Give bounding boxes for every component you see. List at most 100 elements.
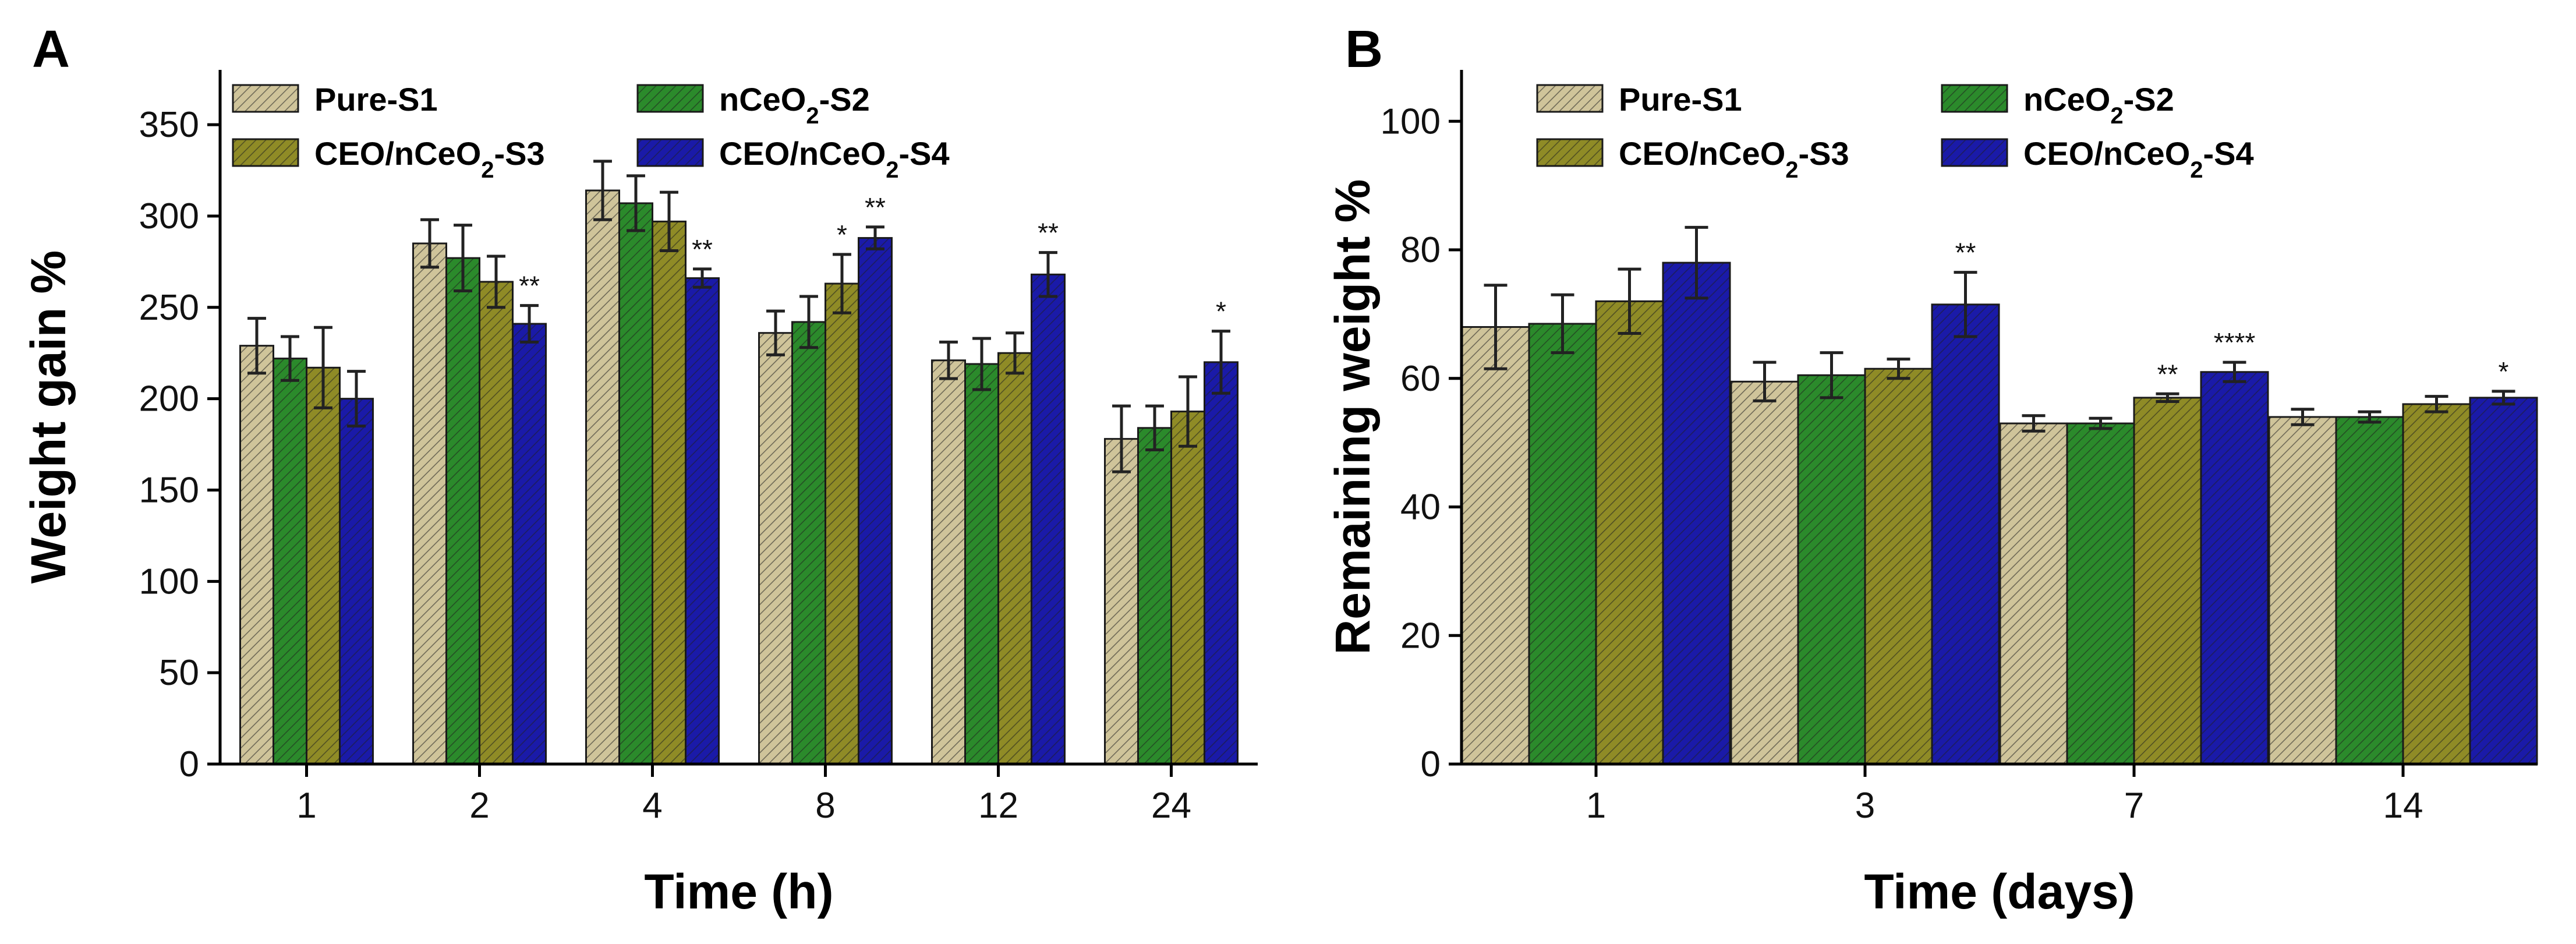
- significance-marker: *: [1216, 296, 1226, 327]
- error-bar: [1685, 225, 1708, 300]
- y-axis-label: Weight gain %: [21, 250, 76, 584]
- legend-swatch: [232, 84, 299, 113]
- error-bar: [766, 309, 785, 356]
- error-bar: [1618, 267, 1641, 335]
- error-bar: [627, 174, 645, 232]
- bar-ceo-nceo2-s4-1: [1662, 261, 1731, 765]
- error-bar: [2089, 416, 2113, 430]
- bar-ceo-nceo2-s4-14: [2469, 397, 2538, 765]
- bar-pure-s1-3: [1730, 380, 1799, 765]
- legend-label-pure-s1: Pure-S1: [314, 81, 438, 118]
- legend-label-nceo2-s2: nCeO2-S2: [2023, 81, 2174, 129]
- bar-nceo2-s2-1: [273, 358, 307, 765]
- error-bar: [866, 225, 884, 250]
- bar-pure-s1-24: [1104, 438, 1139, 765]
- y-tick-label: 250: [139, 288, 199, 328]
- error-bar: [972, 337, 991, 391]
- bar-pure-s1-2: [412, 242, 447, 765]
- legend-item-pure-s1: Pure-S1: [232, 81, 438, 118]
- y-tick-label: 100: [139, 561, 199, 602]
- bar-ceo-nceo2-s3-7: [2133, 397, 2202, 765]
- legend-item-ceo-nceo2-s4: CEO/nCeO2-S4: [636, 135, 950, 183]
- y-tick-label: 40: [1400, 487, 1441, 528]
- significance-marker: ****: [2214, 327, 2256, 358]
- significance-marker: **: [2157, 359, 2178, 389]
- bar-nceo2-s2-8: [791, 321, 826, 765]
- error-bar: [454, 224, 472, 293]
- error-bar: [1551, 293, 1574, 355]
- legend-swatch: [1536, 138, 1604, 167]
- bar-ceo-nceo2-s3-8: [825, 282, 859, 765]
- error-bar: [1484, 284, 1508, 370]
- error-bar: [593, 160, 612, 221]
- bar-ceo-nceo2-s3-3: [1864, 367, 1933, 765]
- legend-label-ceo-nceo2-s4: CEO/nCeO2-S4: [2023, 135, 2254, 183]
- legend-swatch: [1941, 84, 2008, 113]
- y-tick-label: 80: [1400, 230, 1441, 270]
- bar-nceo2-s2-1: [1528, 323, 1597, 765]
- bar-nceo2-s2-7: [2066, 422, 2135, 765]
- bar-ceo-nceo2-s4-3: [1931, 303, 2000, 765]
- y-tick-label: 20: [1400, 616, 1441, 656]
- bar-pure-s1-4: [585, 189, 620, 765]
- y-tick-label: 0: [1421, 744, 1441, 784]
- error-bar: [799, 295, 818, 349]
- legend-label-ceo-nceo2-s3: CEO/nCeO2-S3: [314, 135, 545, 183]
- bar-ceo-nceo2-s3-1: [1595, 300, 1664, 765]
- bar-ceo-nceo2-s4-7: [2200, 371, 2269, 765]
- legend-swatch: [1941, 138, 2008, 167]
- error-bar: [2358, 410, 2382, 424]
- legend-label-ceo-nceo2-s3: CEO/nCeO2-S3: [1619, 135, 1849, 183]
- error-bar: [347, 370, 366, 428]
- panel-a-chart: A0501001502002503003501**2**4***8**12*24…: [21, 20, 1258, 919]
- x-axis-label: Time (days): [1864, 864, 2135, 919]
- error-bar: [314, 326, 332, 409]
- bar-pure-s1-8: [758, 332, 793, 765]
- error-bar: [247, 317, 266, 375]
- x-tick-label: 1: [1586, 786, 1606, 826]
- bar-ceo-nceo2-s4-8: [858, 237, 893, 765]
- error-bar: [939, 340, 958, 380]
- error-bar: [1145, 404, 1164, 451]
- legend-swatch: [636, 84, 704, 113]
- significance-marker: *: [2499, 356, 2509, 387]
- legend-label-pure-s1: Pure-S1: [1619, 81, 1742, 118]
- error-bar: [660, 190, 678, 253]
- error-bar: [2291, 408, 2315, 426]
- error-bar: [420, 218, 439, 269]
- significance-marker: **: [1955, 238, 1976, 268]
- legend-item-ceo-nceo2-s3: CEO/nCeO2-S3: [1536, 135, 1849, 183]
- bar-pure-s1-14: [2268, 416, 2337, 765]
- y-tick-label: 50: [159, 653, 199, 693]
- bar-pure-s1-12: [931, 359, 966, 765]
- legend-label-nceo2-s2: nCeO2-S2: [719, 81, 870, 129]
- error-bar: [281, 335, 299, 382]
- y-tick-label: 200: [139, 379, 199, 419]
- error-bar: [833, 253, 851, 314]
- legend-swatch: [232, 138, 299, 167]
- error-bar: [1753, 360, 1777, 402]
- bar-nceo2-s2-12: [964, 363, 999, 765]
- significance-marker: *: [837, 220, 847, 250]
- y-tick-label: 100: [1381, 101, 1441, 142]
- x-tick-label: 24: [1151, 786, 1191, 826]
- bar-nceo2-s2-4: [618, 202, 653, 765]
- bar-ceo-nceo2-s3-12: [997, 352, 1032, 765]
- bar-nceo2-s2-14: [2335, 416, 2404, 765]
- x-tick-label: 4: [642, 786, 662, 826]
- error-bar: [2156, 392, 2179, 404]
- bar-nceo2-s2-2: [445, 257, 480, 765]
- bar-ceo-nceo2-s3-24: [1170, 411, 1205, 765]
- bar-pure-s1-7: [1999, 422, 2068, 765]
- significance-marker: **: [1038, 218, 1059, 248]
- bar-ceo-nceo2-s3-2: [479, 281, 514, 765]
- legend-swatch: [636, 138, 704, 167]
- error-bar: [1006, 331, 1024, 375]
- legend-item-ceo-nceo2-s4: CEO/nCeO2-S4: [1941, 135, 2254, 183]
- legend-item-pure-s1: Pure-S1: [1536, 81, 1742, 118]
- bar-pure-s1-1: [1461, 326, 1530, 765]
- bar-nceo2-s2-3: [1797, 374, 1866, 765]
- error-bar: [1179, 375, 1197, 448]
- y-tick-label: 300: [139, 196, 199, 236]
